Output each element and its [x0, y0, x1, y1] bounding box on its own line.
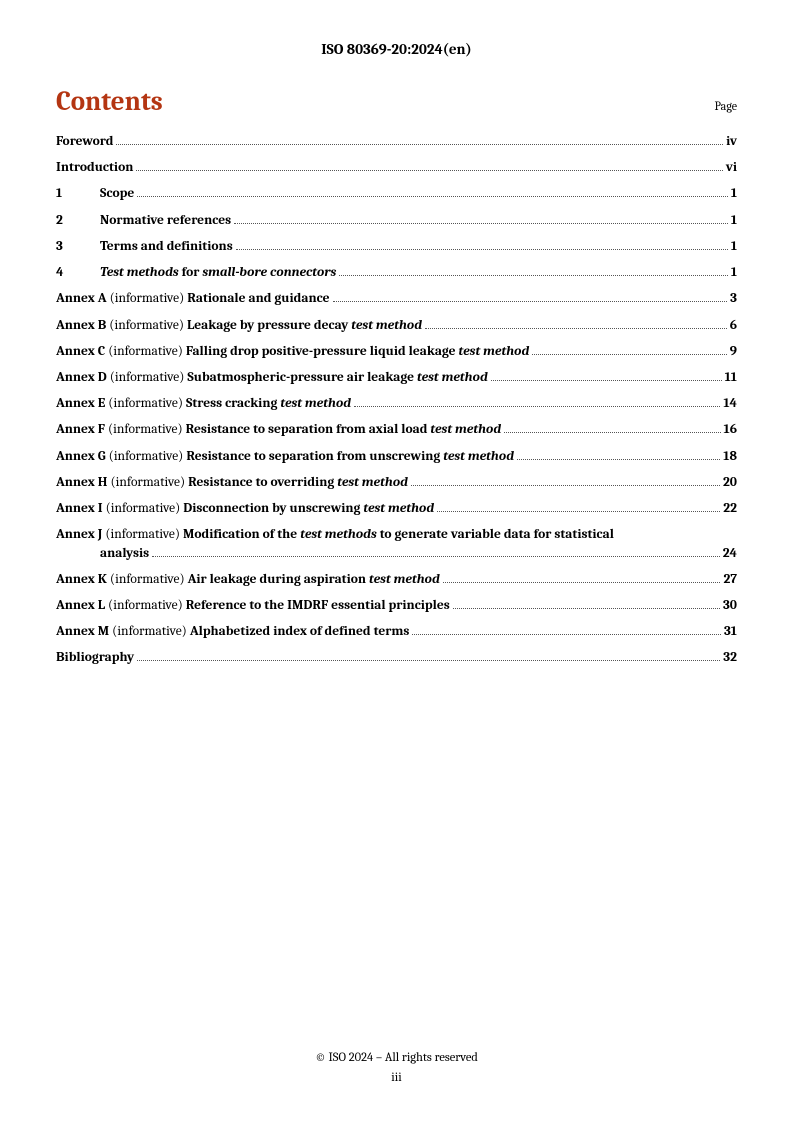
toc-label: Annex D (informative) Subatmospheric-pre…	[56, 369, 488, 387]
toc-page: 32	[723, 649, 737, 667]
page-column-label: Page	[715, 99, 737, 113]
toc-entry-annex-l: Annex L (informative) Reference to the I…	[56, 597, 737, 615]
toc-page: 3	[730, 290, 737, 308]
toc-number: 3	[56, 238, 100, 256]
toc-label: Normative references	[100, 212, 231, 230]
toc-page: vi	[726, 159, 737, 177]
toc-label: Annex G (informative) Resistance to sepa…	[56, 448, 514, 466]
leader-dots	[137, 196, 728, 197]
toc-page: 1	[731, 238, 737, 256]
toc-page: 16	[724, 421, 737, 439]
toc-page: 14	[723, 395, 737, 413]
toc-entry-scope: 1 Scope 1	[56, 185, 737, 203]
table-of-contents: Foreword iv Introduction vi 1 Scope 1 2 …	[56, 133, 737, 668]
leader-dots	[333, 301, 728, 302]
toc-entry-annex-e: Annex E (informative) Stress cracking te…	[56, 395, 737, 413]
copyright-line: © ISO 2024 – All rights reserved	[0, 1048, 793, 1068]
toc-entry-annex-j: Annex J (informative) Modification of th…	[56, 526, 737, 562]
leader-dots	[491, 380, 722, 381]
toc-entry-annex-k: Annex K (informative) Air leakage during…	[56, 571, 737, 589]
page-footer: © ISO 2024 – All rights reserved iii	[0, 1048, 793, 1088]
toc-number: 4	[56, 264, 100, 282]
toc-label: Annex F (informative) Resistance to sepa…	[56, 421, 501, 439]
contents-heading-row: Contents Page	[56, 86, 737, 117]
toc-entry-annex-f: Annex F (informative) Resistance to sepa…	[56, 421, 737, 439]
toc-entry-annex-m: Annex M (informative) Alphabetized index…	[56, 623, 737, 641]
toc-label: Introduction	[56, 159, 133, 177]
toc-label: Annex J (informative) Modification of th…	[56, 526, 614, 544]
toc-page: 22	[723, 500, 737, 518]
toc-page: 1	[731, 185, 737, 203]
toc-entry-introduction: Introduction vi	[56, 159, 737, 177]
toc-page: 20	[723, 474, 737, 492]
leader-dots	[137, 660, 720, 661]
toc-page: 31	[724, 623, 737, 641]
toc-label: Test methods for small-bore connectors	[100, 264, 336, 282]
toc-entry-test-methods: 4 Test methods for small-bore connectors…	[56, 264, 737, 282]
toc-number: 2	[56, 212, 100, 230]
toc-entry-annex-b: Annex B (informative) Leakage by pressur…	[56, 317, 737, 335]
toc-label-continuation: analysis	[100, 545, 149, 563]
toc-label: Annex B (informative) Leakage by pressur…	[56, 317, 422, 335]
toc-page: 1	[731, 264, 737, 282]
toc-page: 18	[723, 448, 737, 466]
leader-dots	[532, 354, 726, 355]
toc-page: 9	[730, 343, 737, 361]
toc-label: Annex C (informative) Falling drop posit…	[56, 343, 529, 361]
toc-label: Annex K (informative) Air leakage during…	[56, 571, 440, 589]
leader-dots	[354, 406, 720, 407]
leader-dots	[443, 582, 721, 583]
toc-page: 24	[723, 545, 737, 563]
leader-dots	[136, 170, 722, 171]
leader-dots	[236, 249, 728, 250]
document-header: ISO 80369-20:2024(en)	[56, 40, 737, 58]
toc-label: Scope	[100, 185, 134, 203]
toc-page: 6	[730, 317, 737, 335]
toc-number: 1	[56, 185, 100, 203]
leader-dots	[425, 328, 727, 329]
leader-dots	[437, 511, 720, 512]
toc-label: Annex E (informative) Stress cracking te…	[56, 395, 351, 413]
toc-entry-bibliography: Bibliography 32	[56, 649, 737, 667]
toc-label: Annex L (informative) Reference to the I…	[56, 597, 450, 615]
leader-dots	[116, 144, 723, 145]
leader-dots	[339, 275, 728, 276]
toc-page: 1	[731, 212, 737, 230]
toc-label: Annex M (informative) Alphabetized index…	[56, 623, 409, 641]
toc-entry-annex-h: Annex H (informative) Resistance to over…	[56, 474, 737, 492]
leader-dots	[152, 556, 720, 557]
toc-entry-annex-a: Annex A (informative) Rationale and guid…	[56, 290, 737, 308]
toc-entry-terms: 3 Terms and definitions 1	[56, 238, 737, 256]
leader-dots	[453, 608, 720, 609]
toc-entry-annex-d: Annex D (informative) Subatmospheric-pre…	[56, 369, 737, 387]
toc-label: Foreword	[56, 133, 113, 151]
leader-dots	[412, 634, 721, 635]
toc-label: Annex I (informative) Disconnection by u…	[56, 500, 434, 518]
toc-entry-foreword: Foreword iv	[56, 133, 737, 151]
toc-label: Annex A (informative) Rationale and guid…	[56, 290, 330, 308]
toc-page: iv	[726, 133, 737, 151]
leader-dots	[234, 223, 728, 224]
toc-label: Annex H (informative) Resistance to over…	[56, 474, 408, 492]
toc-page: 11	[725, 369, 737, 387]
leader-dots	[517, 459, 720, 460]
toc-entry-annex-i: Annex I (informative) Disconnection by u…	[56, 500, 737, 518]
contents-title: Contents	[56, 86, 163, 117]
toc-entry-normative: 2 Normative references 1	[56, 212, 737, 230]
page-number: iii	[0, 1068, 793, 1088]
leader-dots	[411, 485, 720, 486]
toc-label: Terms and definitions	[100, 238, 233, 256]
toc-entry-annex-g: Annex G (informative) Resistance to sepa…	[56, 448, 737, 466]
toc-entry-annex-c: Annex C (informative) Falling drop posit…	[56, 343, 737, 361]
leader-dots	[504, 432, 720, 433]
toc-label: Bibliography	[56, 649, 134, 667]
toc-page: 30	[723, 597, 737, 615]
toc-page: 27	[723, 571, 737, 589]
